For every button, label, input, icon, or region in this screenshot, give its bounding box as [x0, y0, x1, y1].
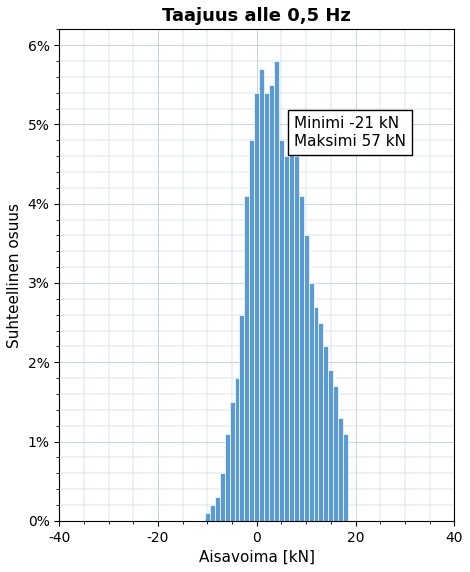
Title: Taajuus alle 0,5 Hz: Taajuus alle 0,5 Hz [162, 7, 351, 25]
X-axis label: Aisavoima [kN]: Aisavoima [kN] [199, 550, 315, 565]
Bar [215, 497, 219, 521]
Bar [323, 347, 329, 521]
Bar [205, 513, 210, 521]
Bar [225, 434, 230, 521]
Text: Minimi -21 kN
Maksimi 57 kN: Minimi -21 kN Maksimi 57 kN [294, 117, 406, 149]
Bar [313, 307, 319, 521]
Bar [304, 236, 309, 521]
Bar [259, 69, 264, 521]
Bar [284, 156, 289, 521]
Bar [299, 196, 304, 521]
Bar [319, 323, 323, 521]
Bar [338, 418, 343, 521]
Bar [269, 85, 274, 521]
Bar [274, 61, 279, 521]
Bar [333, 386, 338, 521]
Bar [309, 283, 313, 521]
Bar [279, 140, 284, 521]
Bar [294, 156, 299, 521]
Bar [240, 315, 244, 521]
Y-axis label: Suhteellinen osuus: Suhteellinen osuus [7, 202, 22, 348]
Bar [235, 378, 240, 521]
Bar [210, 505, 215, 521]
Bar [343, 434, 348, 521]
Bar [254, 93, 259, 521]
Bar [264, 93, 269, 521]
Bar [329, 370, 333, 521]
Bar [250, 140, 254, 521]
Bar [230, 402, 235, 521]
Bar [219, 473, 225, 521]
Bar [244, 196, 250, 521]
Bar [289, 148, 294, 521]
